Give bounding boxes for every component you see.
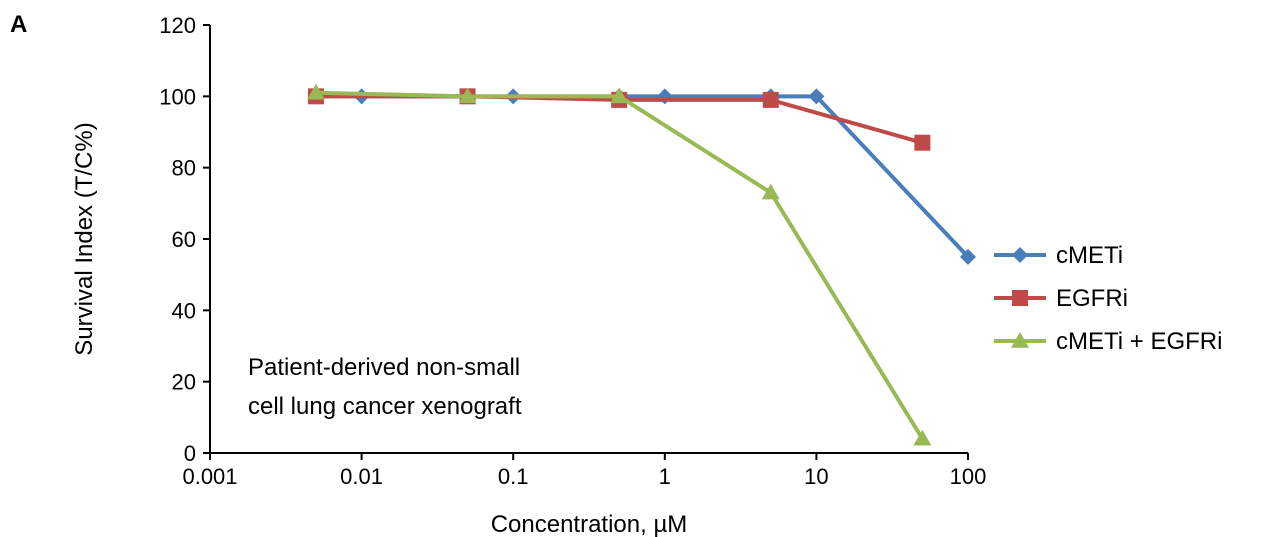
data-point-cmeti-egfri bbox=[761, 183, 780, 200]
data-point-egfri bbox=[914, 134, 931, 151]
y-tick-label: 80 bbox=[172, 156, 196, 181]
legend-label: cMETi bbox=[1056, 242, 1123, 269]
data-point-egfri bbox=[762, 91, 779, 108]
series-layer bbox=[306, 83, 976, 446]
legend-marker bbox=[1011, 332, 1029, 348]
y-tick-label: 40 bbox=[172, 298, 196, 323]
y-axis-title: Survival Index (T/C%) bbox=[71, 122, 98, 355]
legend-marker bbox=[1012, 290, 1028, 306]
x-tick-label: 0.001 bbox=[182, 464, 237, 489]
legend-item-cmeti-egfri: cMETi + EGFRi bbox=[994, 328, 1222, 355]
data-point-cmeti bbox=[656, 88, 673, 105]
legend-label: EGFRi bbox=[1056, 285, 1128, 312]
x-tick-label: 10 bbox=[804, 464, 828, 489]
panel-label: A bbox=[10, 11, 27, 38]
legend: cMETi EGFRi cMETi + EGFRi bbox=[994, 242, 1222, 355]
annotation-line-1: Patient-derived non-small bbox=[248, 354, 520, 381]
legend-marker bbox=[1012, 247, 1028, 263]
y-tick-label: 20 bbox=[172, 370, 196, 395]
data-point-cmeti bbox=[808, 88, 825, 105]
x-axis-title: Concentration, µM bbox=[491, 511, 688, 537]
y-tick-label: 120 bbox=[159, 13, 196, 38]
x-tick-label: 0.01 bbox=[340, 464, 383, 489]
data-point-cmeti-egfri bbox=[458, 87, 477, 104]
data-point-cmeti-egfri bbox=[306, 83, 325, 100]
annotation-line-2: cell lung cancer xenograft bbox=[248, 393, 522, 420]
x-axis-ticks: 0.001 0.01 0.1 1 10 100 bbox=[182, 453, 986, 489]
series-line-cmeti bbox=[315, 94, 970, 259]
data-point-cmeti bbox=[960, 248, 976, 265]
series-cmeti-egfri bbox=[306, 83, 932, 446]
series-cmeti bbox=[307, 88, 976, 265]
series-line-cmeti-egfri bbox=[315, 90, 925, 440]
data-point-cmeti-egfri bbox=[913, 429, 932, 446]
x-tick-label: 0.1 bbox=[498, 464, 529, 489]
legend-item-cmeti: cMETi bbox=[994, 242, 1123, 269]
y-tick-label: 0 bbox=[184, 441, 196, 466]
data-point-cmeti-egfri bbox=[610, 87, 629, 104]
x-tick-label: 1 bbox=[659, 464, 671, 489]
y-axis-ticks: 0 20 40 60 80 100 120 bbox=[159, 13, 210, 466]
y-tick-label: 60 bbox=[172, 227, 196, 252]
chart-annotation: Patient-derived non-small cell lung canc… bbox=[248, 354, 522, 420]
legend-label: cMETi + EGFRi bbox=[1056, 328, 1222, 355]
y-tick-label: 100 bbox=[159, 84, 196, 109]
legend-item-egfri: EGFRi bbox=[994, 285, 1128, 312]
x-tick-label: 100 bbox=[950, 464, 987, 489]
